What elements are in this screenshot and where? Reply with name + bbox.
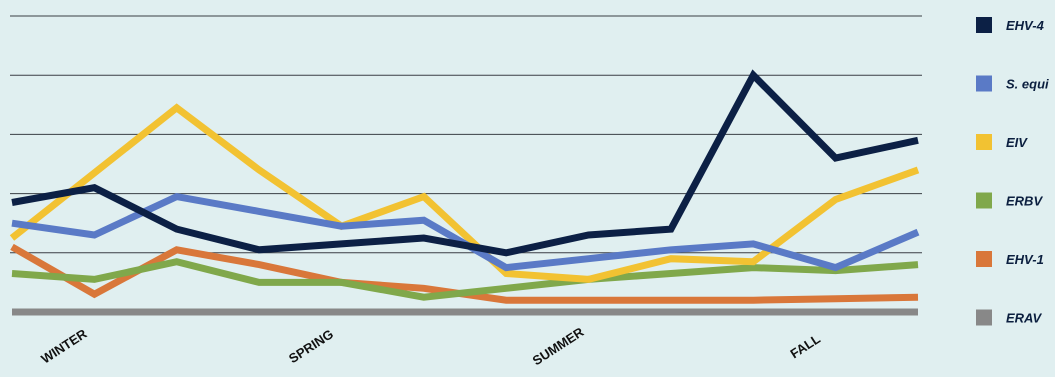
legend-label-ehv-1: EHV-1 [1006,252,1044,267]
x-tick-label-summer: SUMMER [530,324,587,368]
legend-swatch-s-equi [976,75,992,92]
legend-swatch-ehv-4 [976,17,992,33]
legend-label-erav: ERAV [1006,311,1042,326]
legend-swatch-ehv-1 [976,251,992,267]
legend-label-erbv: ERBV [1006,194,1043,209]
x-tick-label-fall: FALL [787,331,822,361]
legend: EHV-4 S. equi EIV ERBV EHV-1 ERAV [976,17,1049,326]
x-tick-label-winter: WINTER [38,326,90,367]
x-axis-ticks: WINTER SPRING SUMMER FALL [38,324,823,368]
legend-label-ehv-4: EHV-4 [1006,18,1045,33]
legend-swatch-eiv [976,134,992,150]
x-tick-label-spring: SPRING [286,326,336,366]
legend-swatch-erbv [976,192,992,209]
legend-label-s-equi: S. equi [1006,77,1049,92]
series-line-ehv-4 [11,69,919,257]
legend-swatch-erav [976,309,992,326]
series-lines [9,69,920,316]
legend-label-eiv: EIV [1006,135,1028,150]
series-line-erbv [11,258,919,301]
